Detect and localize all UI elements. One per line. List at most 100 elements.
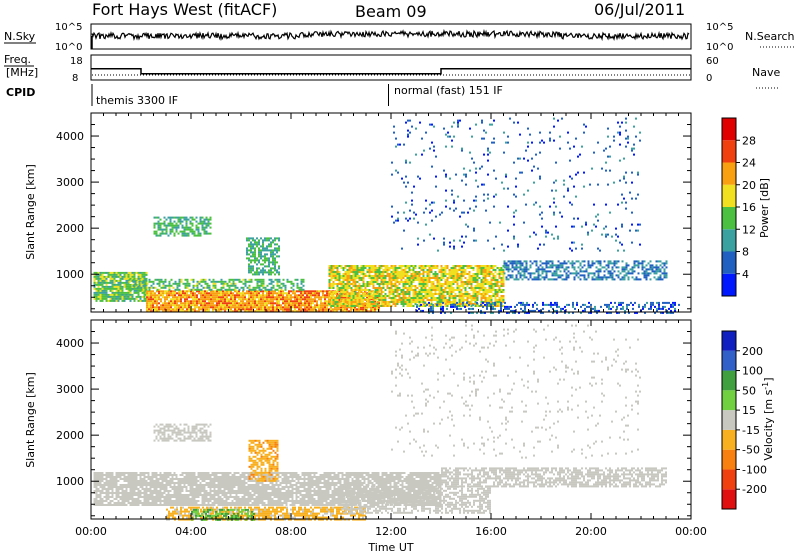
data-cell <box>205 279 207 281</box>
data-cell <box>516 274 518 276</box>
data-cell <box>116 292 118 294</box>
data-cell <box>635 136 637 138</box>
data-cell <box>407 267 409 269</box>
data-cell <box>200 217 202 219</box>
data-cell <box>419 291 421 293</box>
data-cell <box>642 272 644 274</box>
data-cell <box>118 288 120 290</box>
data-cell <box>225 283 227 285</box>
data-cell <box>459 301 461 303</box>
data-cell <box>345 279 347 281</box>
data-cell <box>411 297 413 299</box>
data-cell <box>606 304 608 306</box>
data-cell <box>469 277 471 279</box>
data-cell <box>104 294 106 296</box>
data-cell <box>363 303 365 305</box>
data-cell <box>447 303 449 305</box>
data-cell <box>608 260 610 262</box>
data-cell <box>122 278 124 280</box>
data-cell <box>251 281 253 283</box>
data-cell <box>423 269 425 271</box>
data-cell <box>435 186 437 188</box>
data-cell <box>461 289 463 291</box>
data-cell <box>483 275 485 277</box>
data-cell <box>124 300 126 302</box>
data-cell <box>576 272 578 274</box>
data-cell <box>168 225 170 227</box>
data-cell <box>168 306 170 308</box>
data-cell <box>632 270 634 272</box>
data-cell <box>480 304 482 306</box>
data-cell <box>451 277 453 279</box>
data-cell <box>355 297 357 299</box>
data-cell <box>106 478 108 480</box>
data-cell <box>419 301 421 303</box>
data-cell <box>415 291 417 293</box>
data-cell <box>347 305 349 307</box>
data-cell <box>163 283 165 285</box>
data-cell <box>357 275 359 277</box>
data-cell <box>351 291 353 293</box>
data-cell <box>634 260 636 262</box>
data-cell <box>455 174 457 176</box>
data-cell <box>638 272 640 274</box>
data-cell <box>401 267 403 269</box>
data-cell <box>104 292 106 294</box>
data-cell <box>230 308 232 310</box>
data-cell <box>379 283 381 285</box>
data-cell <box>377 305 379 307</box>
data-cell <box>619 132 621 134</box>
data-cell <box>339 273 341 275</box>
data-cell <box>257 279 259 281</box>
data-cell <box>403 293 405 295</box>
data-cell <box>244 292 246 294</box>
data-cell <box>501 281 503 283</box>
data-cell <box>658 276 660 278</box>
data-cell <box>515 178 517 180</box>
data-cell <box>182 227 184 229</box>
data-cell <box>493 287 495 289</box>
data-cell <box>216 294 218 296</box>
data-cell <box>174 221 176 223</box>
data-cell <box>499 277 501 279</box>
data-cell <box>383 275 385 277</box>
data-cell <box>116 300 118 302</box>
data-cell <box>493 283 495 285</box>
data-cell <box>648 262 650 264</box>
data-cell <box>588 264 590 266</box>
data-cell <box>190 229 192 231</box>
data-cell <box>660 308 662 310</box>
data-cell <box>456 306 458 308</box>
data-cell <box>549 138 551 140</box>
data-cell <box>618 270 620 272</box>
data-cell <box>300 296 302 298</box>
data-cell <box>525 150 527 152</box>
data-cell <box>476 302 478 304</box>
data-cell <box>463 265 465 267</box>
data-cell <box>136 290 138 292</box>
data-cell <box>351 275 353 277</box>
data-cell <box>564 278 566 280</box>
data-cell <box>331 267 333 269</box>
data-cell <box>503 269 505 271</box>
data-cell <box>467 291 469 293</box>
data-cell <box>178 304 180 306</box>
data-cell <box>196 302 198 304</box>
data-cell <box>204 292 206 294</box>
data-cell <box>654 270 656 272</box>
data-cell <box>427 293 429 295</box>
data-cell <box>96 498 98 500</box>
data-cell <box>106 282 108 284</box>
data-cell <box>276 247 278 249</box>
data-cell <box>248 300 250 302</box>
data-cell <box>601 234 603 236</box>
data-cell <box>387 285 389 287</box>
data-cell <box>189 285 191 287</box>
data-cell <box>558 274 560 276</box>
data-cell <box>276 249 278 251</box>
data-cell <box>197 285 199 287</box>
data-cell <box>458 308 460 310</box>
data-cell <box>234 308 236 310</box>
data-cell <box>140 274 142 276</box>
data-cell <box>282 302 284 304</box>
